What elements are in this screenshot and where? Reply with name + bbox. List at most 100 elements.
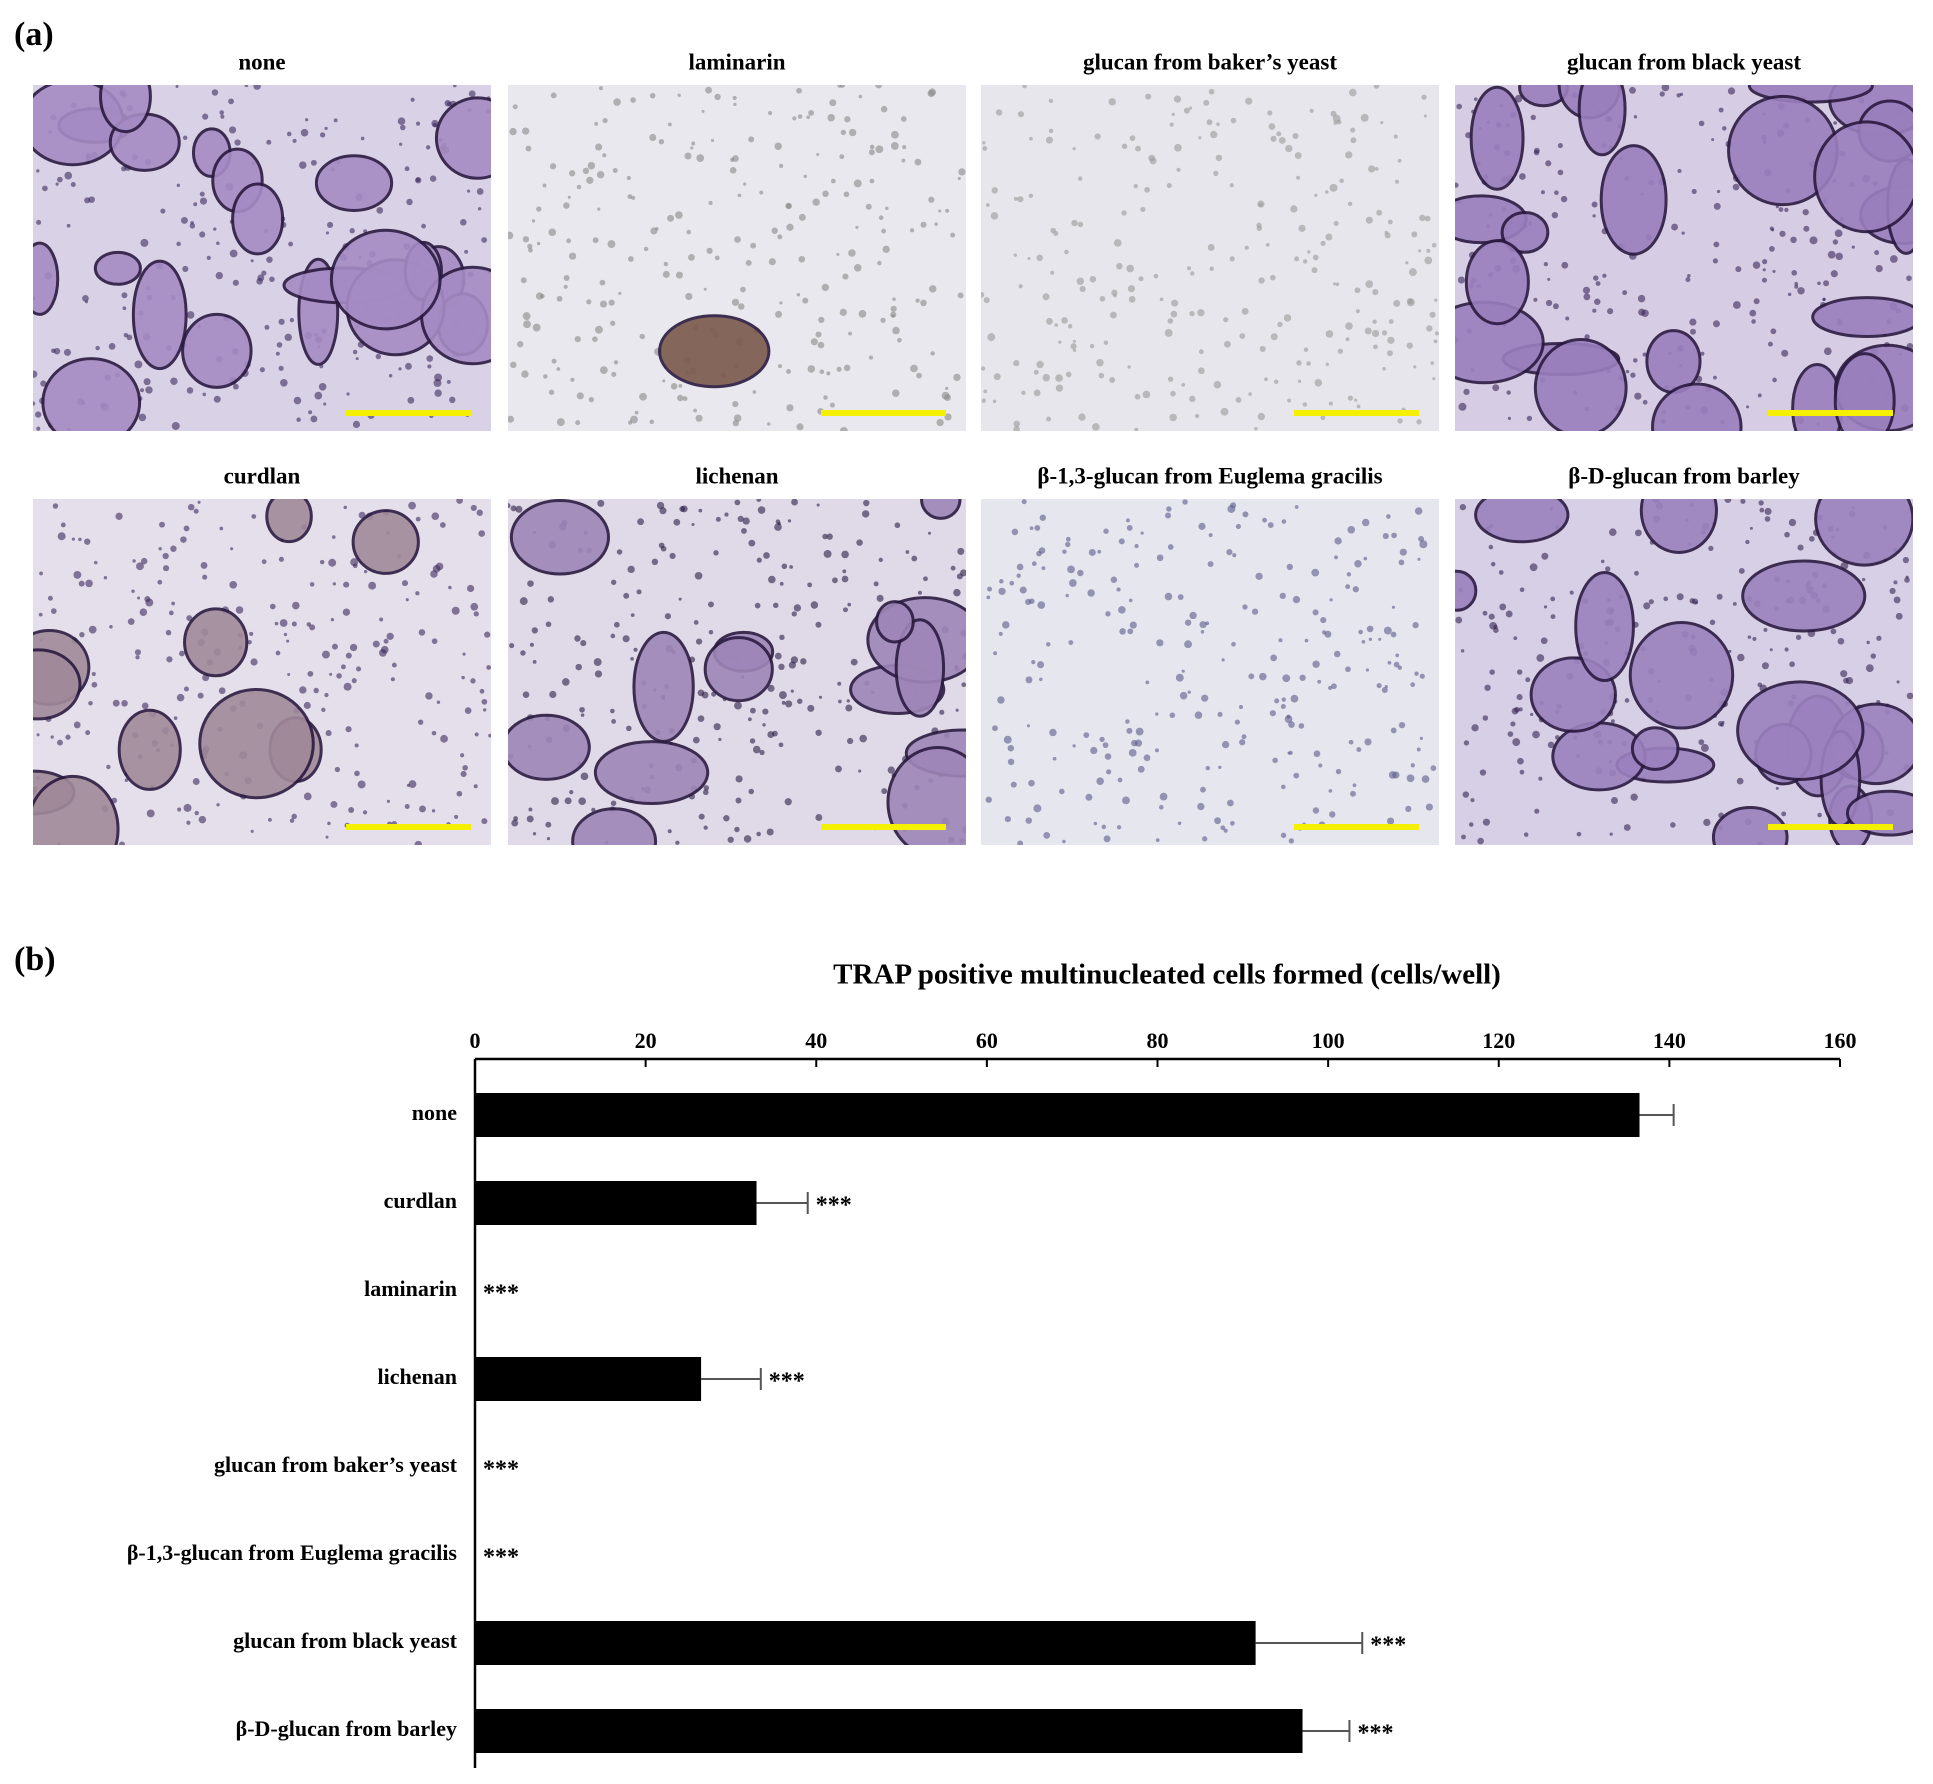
cell bbox=[613, 621, 620, 628]
cell bbox=[123, 332, 129, 338]
cell bbox=[1866, 640, 1870, 645]
cell bbox=[1126, 727, 1133, 734]
cell bbox=[1231, 641, 1236, 647]
cell bbox=[667, 214, 675, 222]
cell bbox=[930, 351, 935, 356]
cell bbox=[474, 732, 479, 737]
cell bbox=[1421, 94, 1427, 100]
cell bbox=[470, 504, 477, 511]
cell bbox=[177, 807, 182, 812]
cell bbox=[135, 655, 140, 660]
cell bbox=[1230, 821, 1235, 826]
cell bbox=[826, 533, 833, 540]
cell bbox=[1171, 112, 1175, 117]
cell bbox=[1354, 287, 1361, 294]
cell bbox=[1127, 365, 1131, 369]
cell bbox=[1468, 822, 1474, 827]
cell bbox=[627, 194, 633, 200]
cell bbox=[950, 232, 956, 238]
cell bbox=[362, 810, 368, 815]
cell bbox=[291, 621, 297, 627]
cell bbox=[696, 154, 705, 162]
cell bbox=[680, 505, 688, 513]
cell bbox=[1156, 639, 1164, 647]
cell bbox=[1018, 284, 1023, 289]
cell bbox=[1122, 796, 1130, 805]
cell bbox=[1143, 754, 1151, 762]
cell bbox=[388, 374, 393, 378]
cell bbox=[748, 788, 755, 795]
cell bbox=[1630, 372, 1636, 378]
cell bbox=[869, 144, 875, 150]
cell bbox=[796, 87, 802, 94]
cell bbox=[63, 348, 72, 356]
cell bbox=[1607, 308, 1614, 315]
cell bbox=[1118, 606, 1126, 614]
cell bbox=[517, 341, 524, 348]
cell bbox=[705, 86, 712, 94]
cell bbox=[42, 185, 48, 192]
cell bbox=[1623, 824, 1631, 831]
cell bbox=[950, 565, 956, 571]
cell bbox=[1325, 330, 1334, 338]
image-title: lichenan bbox=[695, 463, 778, 488]
cell bbox=[357, 780, 366, 789]
cell bbox=[1398, 559, 1405, 566]
cell bbox=[701, 691, 709, 699]
cell bbox=[1419, 540, 1428, 549]
cell bbox=[1224, 340, 1231, 348]
cell bbox=[329, 672, 333, 676]
cell bbox=[1569, 590, 1574, 595]
cell bbox=[1213, 380, 1222, 389]
cell bbox=[916, 372, 922, 379]
cell bbox=[1177, 594, 1184, 600]
cell bbox=[823, 395, 828, 400]
cell bbox=[1293, 772, 1300, 779]
cell bbox=[990, 212, 999, 220]
cell bbox=[791, 611, 797, 617]
cell bbox=[651, 558, 659, 566]
cell bbox=[733, 102, 737, 106]
cell bbox=[1025, 676, 1033, 684]
cell bbox=[1286, 714, 1291, 719]
cell bbox=[336, 673, 342, 679]
error-bar bbox=[756, 1192, 809, 1214]
cell bbox=[616, 549, 623, 555]
cell bbox=[193, 508, 199, 514]
cell bbox=[781, 700, 786, 705]
cell bbox=[406, 198, 413, 206]
cell bbox=[512, 104, 518, 110]
cell bbox=[659, 507, 667, 515]
cell bbox=[1033, 389, 1041, 397]
cell bbox=[1641, 309, 1649, 317]
cell bbox=[1823, 280, 1830, 287]
cell bbox=[702, 789, 709, 796]
cell bbox=[1540, 190, 1545, 195]
cell bbox=[1259, 672, 1267, 681]
cell bbox=[763, 552, 770, 559]
osteoclast bbox=[1711, 806, 1789, 845]
cell bbox=[611, 719, 616, 724]
cell bbox=[1752, 636, 1757, 641]
cell bbox=[1457, 276, 1465, 284]
cell bbox=[1593, 275, 1599, 281]
cell bbox=[1199, 621, 1207, 629]
cell bbox=[1155, 838, 1160, 842]
cell bbox=[78, 580, 85, 587]
cell bbox=[1290, 694, 1299, 703]
cell bbox=[1127, 628, 1134, 635]
cell bbox=[1781, 349, 1789, 357]
cell bbox=[229, 580, 238, 589]
cell bbox=[1312, 807, 1320, 814]
cell bbox=[1334, 555, 1338, 560]
cell bbox=[997, 696, 1005, 704]
cell bbox=[1433, 339, 1438, 344]
cell bbox=[325, 730, 332, 737]
cell bbox=[863, 499, 870, 507]
cell bbox=[595, 325, 603, 334]
cell bbox=[1902, 556, 1910, 564]
cell bbox=[1058, 340, 1062, 344]
cell bbox=[1077, 221, 1084, 228]
cell bbox=[955, 708, 959, 712]
cell bbox=[844, 116, 851, 123]
